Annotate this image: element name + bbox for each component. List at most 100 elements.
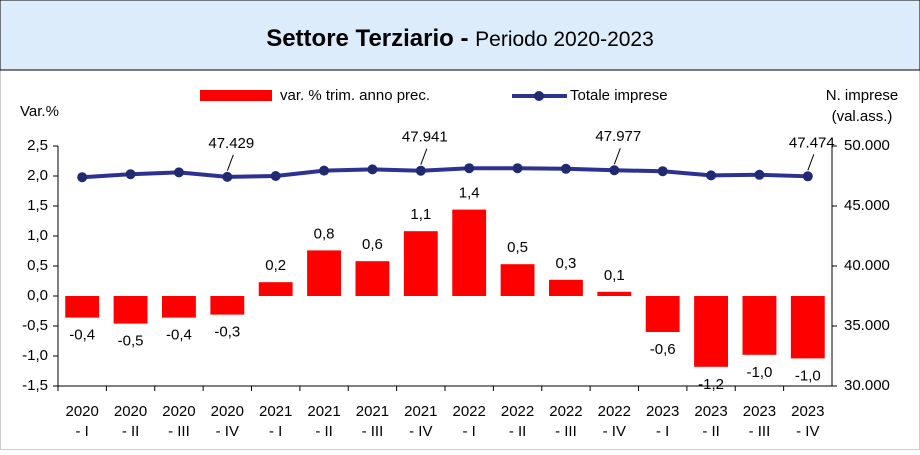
bar: [355, 261, 390, 296]
y-tick-label: 2,5: [27, 137, 48, 154]
line-marker: [319, 165, 330, 176]
y-tick-label: -1,5: [22, 377, 48, 394]
bar-label: 1,4: [459, 185, 480, 202]
line-marker: [77, 172, 88, 183]
line-marker: [415, 165, 426, 176]
x-tick-label: 2021 - III: [356, 403, 389, 440]
x-tick-label: 2023 - II: [694, 403, 727, 440]
label-leader: [807, 154, 815, 171]
x-tick-line: 2022: [501, 403, 534, 420]
x-tick-line: - II: [315, 423, 333, 440]
x-tick-line: 2020: [66, 403, 99, 420]
x-tick-label: 2020 - I: [66, 403, 99, 440]
x-tick-line: 2021: [259, 403, 292, 420]
bar-label: 0,6: [362, 236, 383, 253]
label-leader: [613, 148, 621, 165]
line-marker: [512, 163, 523, 174]
x-tick-line: - II: [702, 423, 720, 440]
x-tick-label: 2022 - III: [549, 403, 582, 440]
x-tick-line: 2021: [404, 403, 437, 420]
x-tick-label: 2020 - III: [162, 403, 195, 440]
bar: [65, 296, 100, 318]
x-tick-line: - IV: [216, 423, 239, 440]
bar: [162, 296, 196, 318]
bar: [500, 264, 535, 296]
y-tick-label: -0,5: [22, 317, 48, 334]
bar-label: 1,1: [410, 206, 431, 223]
y2-tick-label: 40.000: [844, 257, 890, 274]
y-tick-label: 2,0: [27, 167, 48, 184]
y2-axis-label: (val.ass.): [832, 108, 893, 125]
bar: [113, 296, 148, 324]
x-tick-line: - IV: [796, 423, 819, 440]
y2-tick-label: 30.000: [844, 377, 890, 394]
header: [0, 0, 920, 71]
bar-label: 0,5: [507, 239, 528, 256]
x-tick-label: 2023 - III: [743, 403, 776, 440]
bar-label: -0,3: [214, 324, 240, 341]
legend-swatch: [200, 90, 272, 101]
bar: [307, 250, 341, 296]
x-tick-line: 2022: [453, 403, 486, 420]
bar: [790, 296, 825, 359]
y2-tick-label: 35.000: [844, 317, 890, 334]
x-tick-line: 2022: [598, 403, 631, 420]
bar-label: -0,4: [69, 327, 95, 344]
line-marker: [560, 163, 571, 174]
y-tick-label: 1,5: [27, 197, 48, 214]
x-tick-line: - III: [168, 423, 190, 440]
bar: [452, 209, 487, 296]
line-marker: [657, 166, 668, 177]
bar-label: -0,5: [118, 333, 144, 350]
bar-label: -1,2: [698, 376, 724, 393]
x-tick-label: 2022 - I: [453, 403, 486, 440]
label-leader: [226, 154, 234, 172]
x-tick-label: 2020 - IV: [211, 403, 244, 440]
x-tick-label: 2020 - II: [114, 403, 147, 440]
x-tick-line: 2020: [162, 403, 195, 420]
bar: [210, 296, 245, 315]
bar: [645, 296, 680, 332]
bar-label: -1,0: [795, 367, 821, 384]
legend-label: var. % trim. anno prec.: [280, 87, 430, 104]
line-marker: [754, 169, 765, 180]
y2-tick-label: 50.000: [844, 137, 890, 154]
x-tick-line: - IV: [409, 423, 432, 440]
x-tick-label: 2021 - I: [259, 403, 292, 440]
bar: [403, 231, 438, 296]
x-tick-label: 2021 - IV: [404, 403, 437, 440]
x-tick-line: - I: [463, 423, 476, 440]
line-marker: [464, 163, 475, 174]
label-leader: [420, 148, 428, 165]
bar-label: 0,2: [265, 257, 286, 274]
x-tick-line: 2022: [549, 403, 582, 420]
bar-label: 0,1: [604, 267, 625, 284]
line-marker: [173, 167, 184, 178]
bar-label: -0,4: [166, 327, 192, 344]
line-marker: [270, 171, 281, 181]
line-label: 47.941: [402, 129, 448, 146]
y2-axis-label: N. imprese: [826, 87, 899, 104]
x-tick-label: 2023 - IV: [791, 403, 824, 440]
legend-marker: [534, 91, 544, 101]
chart-subtitle: Periodo 2020-2023: [475, 28, 654, 51]
x-tick-label: 2021 - II: [307, 403, 340, 440]
line-marker: [802, 171, 813, 182]
x-tick-line: - I: [76, 423, 89, 440]
header-title: Settore Terziario - Periodo 2020-2023: [266, 25, 654, 52]
bar: [258, 282, 293, 296]
x-tick-line: 2023: [743, 403, 776, 420]
line-marker: [222, 171, 233, 182]
line-marker: [609, 165, 620, 176]
bar: [694, 296, 728, 367]
x-tick-line: 2020: [211, 403, 244, 420]
y-axis-label: Var.%: [20, 103, 59, 120]
x-tick-line: 2023: [646, 403, 679, 420]
x-tick-line: 2023: [694, 403, 727, 420]
line: [82, 166, 808, 180]
x-tick-line: 2020: [114, 403, 147, 420]
bar-label: -0,6: [650, 341, 676, 358]
y2-tick-label: 45.000: [844, 197, 890, 214]
x-tick-line: - II: [509, 423, 527, 440]
